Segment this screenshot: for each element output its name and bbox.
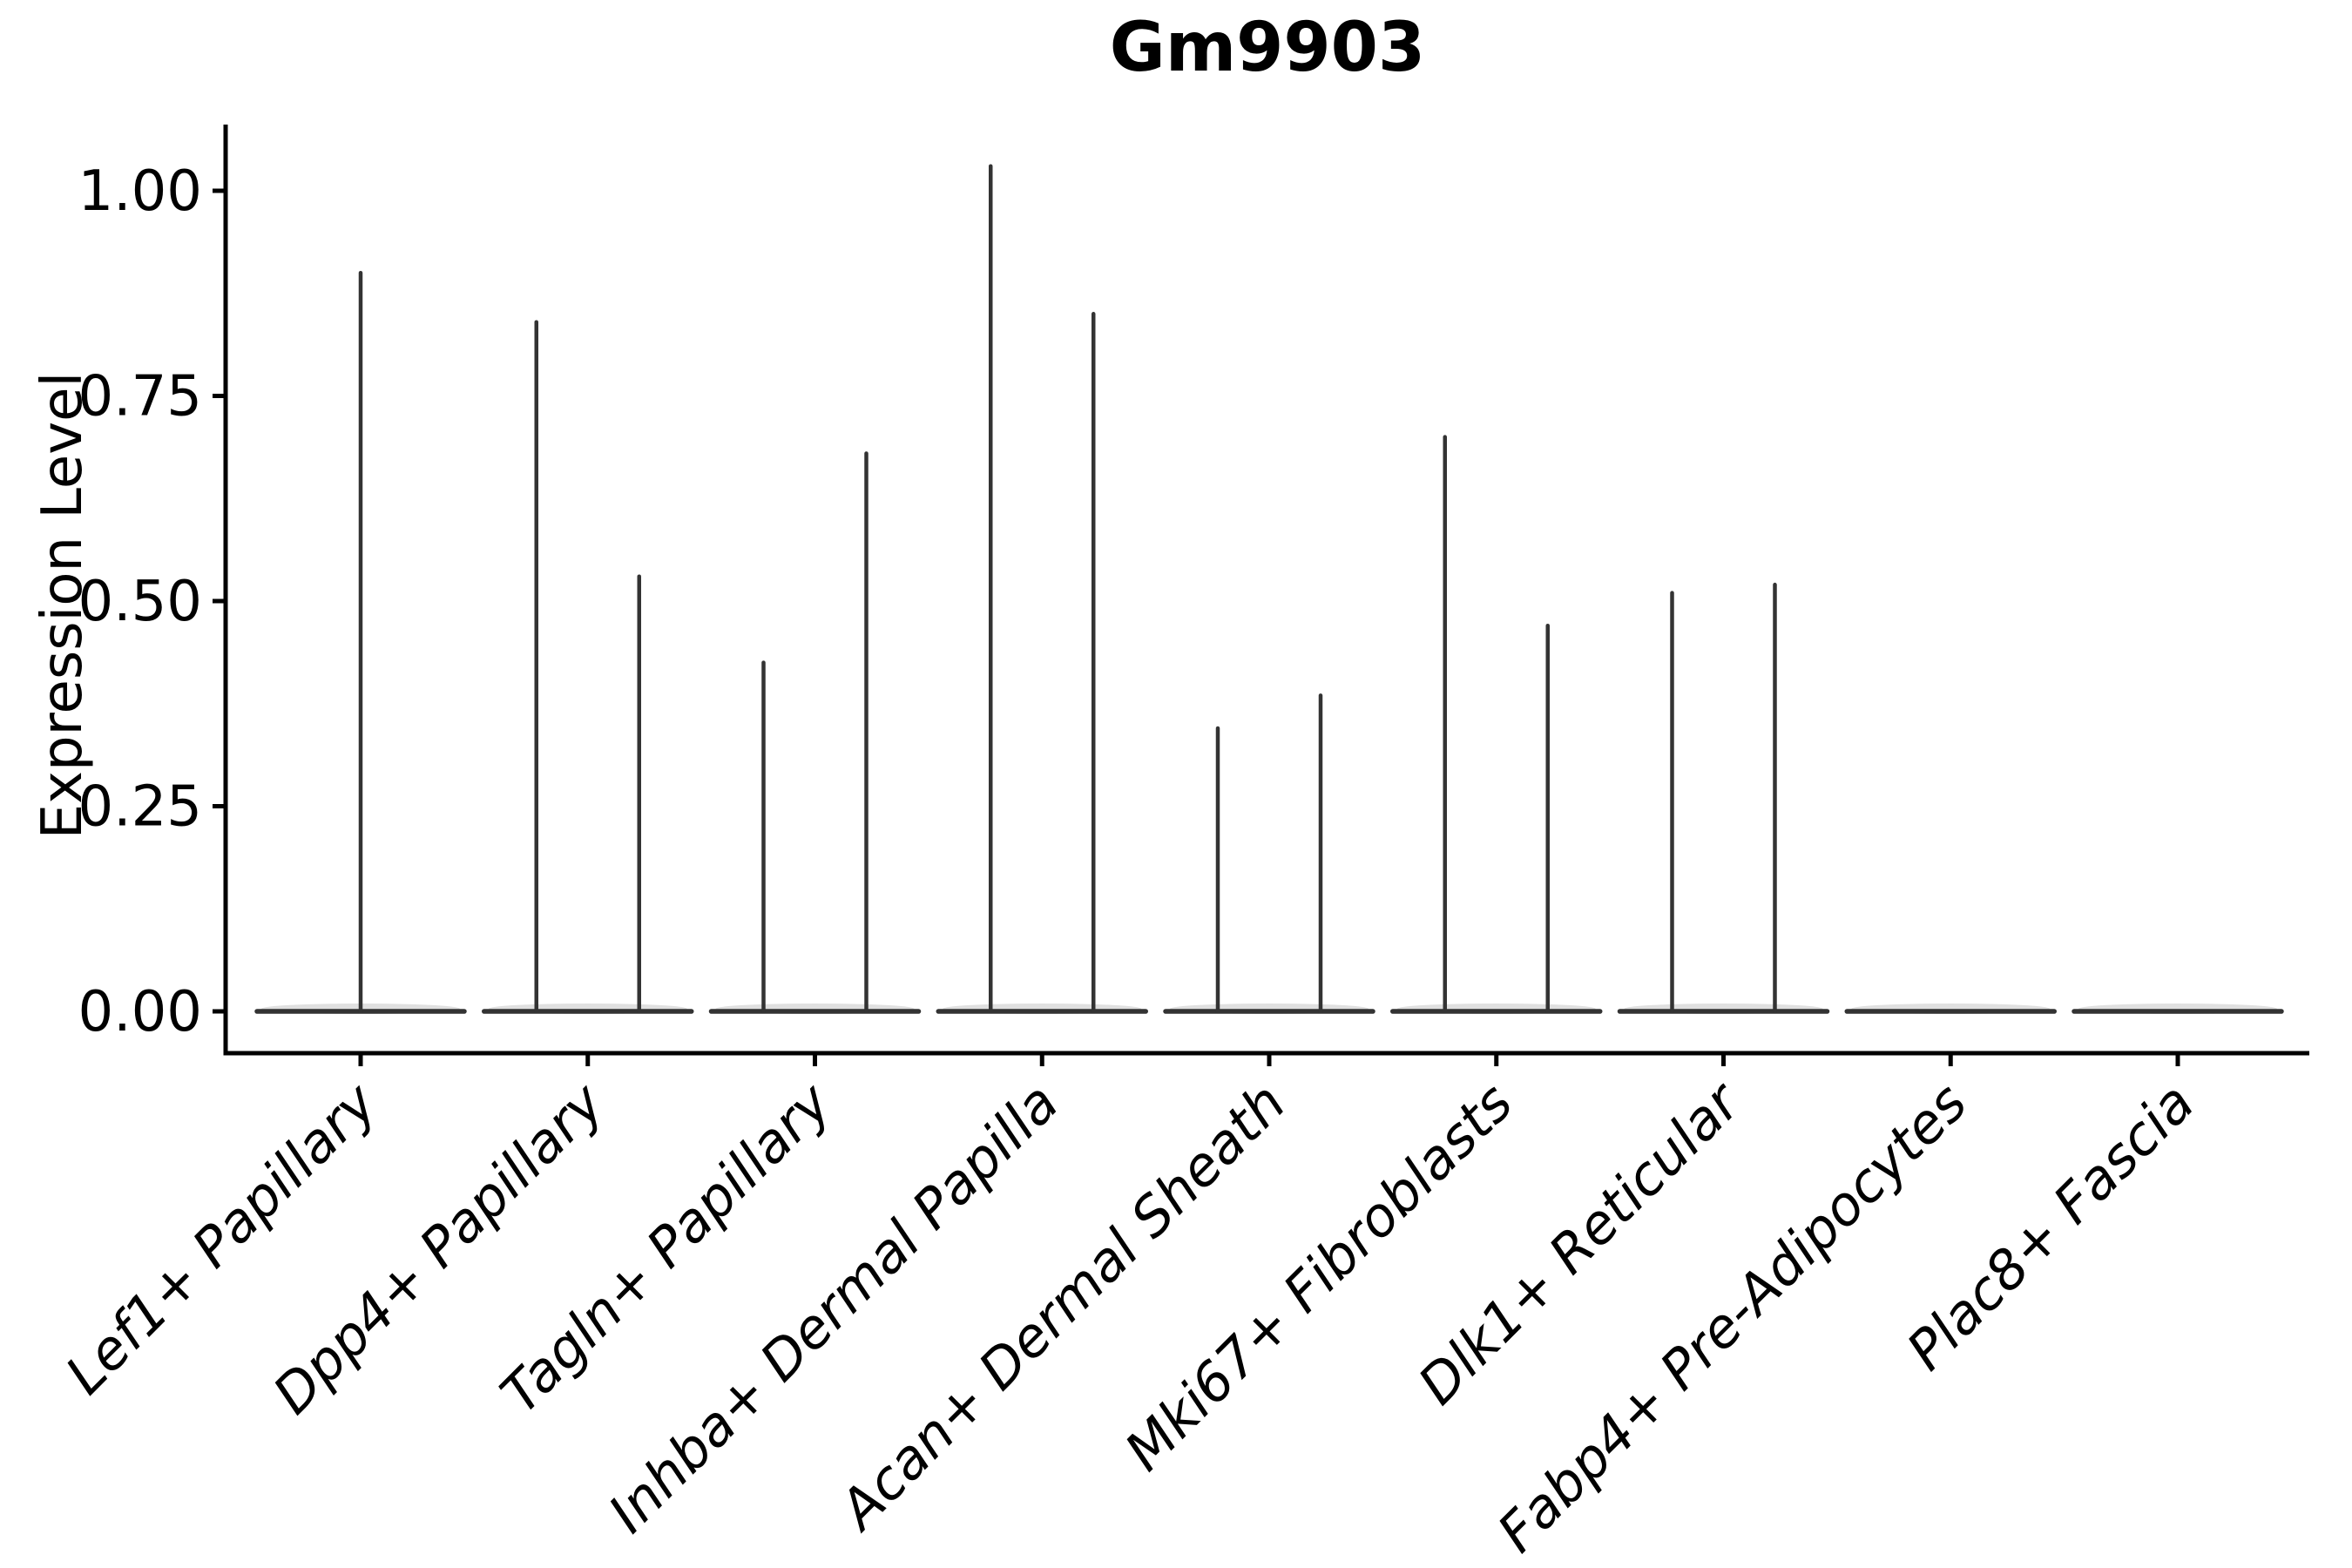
chart-title: Gm9903	[1109, 9, 1426, 87]
y-tick-label: 0.50	[78, 570, 203, 634]
x-tick-label: Mki67+ Fibroblasts	[1112, 1071, 1524, 1483]
x-tick-label: Inhba+ Dermal Papilla	[596, 1071, 1070, 1544]
y-tick-label: 0.25	[78, 775, 203, 840]
y-tick-label: 1.00	[78, 159, 203, 224]
x-tick-label: Fabp4+ Pre-Adipocytes	[1485, 1071, 1979, 1565]
y-tick-label: 0.75	[78, 365, 203, 429]
x-tick-label: Acan+ Dermal Sheath	[825, 1071, 1298, 1544]
y-tick-label: 0.00	[78, 980, 203, 1044]
